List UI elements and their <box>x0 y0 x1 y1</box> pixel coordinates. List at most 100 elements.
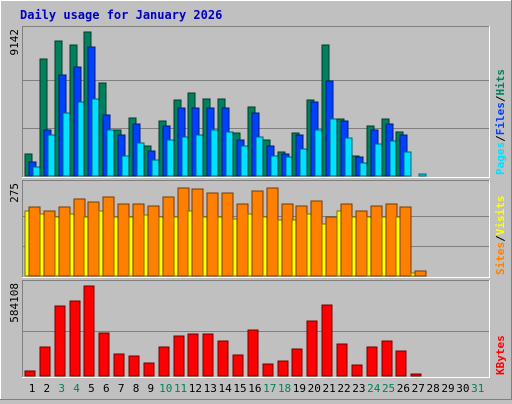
legend-sites: Sites <box>494 242 507 275</box>
bar-pages <box>166 139 175 177</box>
bar-sites <box>251 190 264 277</box>
bar-sites <box>355 210 368 277</box>
x-tick-label: 27 <box>412 382 425 395</box>
bar-pages <box>225 131 234 177</box>
legend-files: Files <box>494 102 507 135</box>
bar-kbytes <box>98 332 110 377</box>
bar-pages <box>210 129 219 177</box>
bar-kbytes <box>143 362 155 377</box>
x-tick-label: 28 <box>427 382 440 395</box>
bar-kbytes <box>395 350 407 377</box>
bar-kbytes <box>202 333 214 377</box>
panel-kbytes: 584108 KBytes <box>8 280 507 378</box>
bar-kbytes <box>381 340 393 377</box>
x-tick-label: 6 <box>103 382 110 395</box>
bar-pages <box>62 112 71 177</box>
bar-sites <box>340 203 353 277</box>
bar-pages <box>299 148 308 177</box>
bar-kbytes <box>262 363 274 377</box>
bar-kbytes <box>366 346 378 377</box>
x-tick-label: 20 <box>308 382 321 395</box>
legend-hits: Hits <box>494 69 507 96</box>
legend-separator: / <box>494 135 507 142</box>
bar-sites <box>399 206 412 277</box>
bar-sites <box>117 203 130 277</box>
y-max-label: 9142 <box>8 29 21 56</box>
bar-pages <box>106 129 115 177</box>
bar-pages <box>374 143 383 177</box>
bar-kbytes <box>83 285 95 377</box>
x-tick-label: 3 <box>58 382 65 395</box>
x-tick-label: 30 <box>456 382 469 395</box>
bar-kbytes <box>321 304 333 377</box>
x-tick-label: 17 <box>263 382 276 395</box>
bar-sites <box>87 201 100 277</box>
bar-kbytes <box>410 373 422 377</box>
bar-pages <box>240 145 249 177</box>
bar-pages <box>329 118 338 177</box>
legend-separator: / <box>494 95 507 102</box>
bar-sites <box>310 200 323 277</box>
x-tick-label: 15 <box>233 382 246 395</box>
x-tick-label: 11 <box>174 382 187 395</box>
chart-title: Daily usage for January 2026 <box>20 8 222 22</box>
x-tick-label: 24 <box>367 382 381 395</box>
panels: 9142Pages/Files/Hits275Sites/Visits58410… <box>8 26 507 395</box>
legend: KBytes <box>494 335 507 375</box>
bar-pages <box>255 136 264 177</box>
bar-sites <box>73 198 86 277</box>
x-tick-label: 10 <box>159 382 172 395</box>
bar-kbytes <box>187 333 199 377</box>
x-tick-label: 9 <box>148 382 155 395</box>
bar-pages <box>270 155 279 177</box>
bar-sites <box>295 205 308 277</box>
bar-pages <box>151 159 160 177</box>
x-tick-label: 26 <box>397 382 410 395</box>
bar-pages <box>195 134 204 177</box>
bar-sites <box>325 216 338 277</box>
bar-sites <box>414 270 427 277</box>
bar-kbytes <box>247 329 259 377</box>
bar-sites <box>281 203 294 277</box>
bar-kbytes <box>351 364 363 377</box>
legend-pages: Pages <box>494 142 507 175</box>
bar-pages <box>403 151 412 177</box>
bar-sites <box>102 196 115 277</box>
bar-kbytes <box>24 370 36 377</box>
panel-visits-sites: 275 Sites/Visits <box>8 180 507 278</box>
legend: Sites/Visits <box>494 196 507 276</box>
x-tick-label: 25 <box>382 382 395 395</box>
bar-sites <box>206 192 219 277</box>
x-tick-label: 23 <box>352 382 365 395</box>
x-tick-label: 19 <box>293 382 306 395</box>
bar-pages <box>418 173 427 177</box>
x-axis-labels: 1 2 3 4 5 6 7 8 9 10 11 12 13 14 15 16 17 18 19 20 21 22 23 24 2… <box>29 382 485 395</box>
bar-kbytes <box>158 346 170 377</box>
bar-sites <box>43 210 56 277</box>
x-tick-label: 12 <box>189 382 202 395</box>
bar-sites <box>370 205 383 277</box>
legend-kbytes: KBytes <box>494 335 507 375</box>
y-max-label: 584108 <box>8 283 21 323</box>
x-tick-label: 13 <box>204 382 217 395</box>
bar-kbytes <box>113 353 125 377</box>
bar-kbytes <box>39 346 51 377</box>
legend-visits: Visits <box>494 196 507 236</box>
x-tick-label: 1 <box>29 382 36 395</box>
bar-pages <box>359 162 368 177</box>
x-tick-label: 2 <box>44 382 51 395</box>
bar-kbytes <box>291 348 303 377</box>
bar-sites <box>221 192 234 277</box>
x-tick-label: 16 <box>248 382 261 395</box>
bar-pages <box>47 134 56 177</box>
bar-sites <box>162 196 175 277</box>
x-tick-label: 21 <box>323 382 336 395</box>
bar-kbytes <box>277 360 289 377</box>
x-tick-label: 7 <box>118 382 125 395</box>
bar-kbytes <box>306 320 318 377</box>
legend: Pages/Files/Hits <box>494 69 507 175</box>
bar-kbytes <box>232 354 244 377</box>
bar-sites <box>385 203 398 277</box>
